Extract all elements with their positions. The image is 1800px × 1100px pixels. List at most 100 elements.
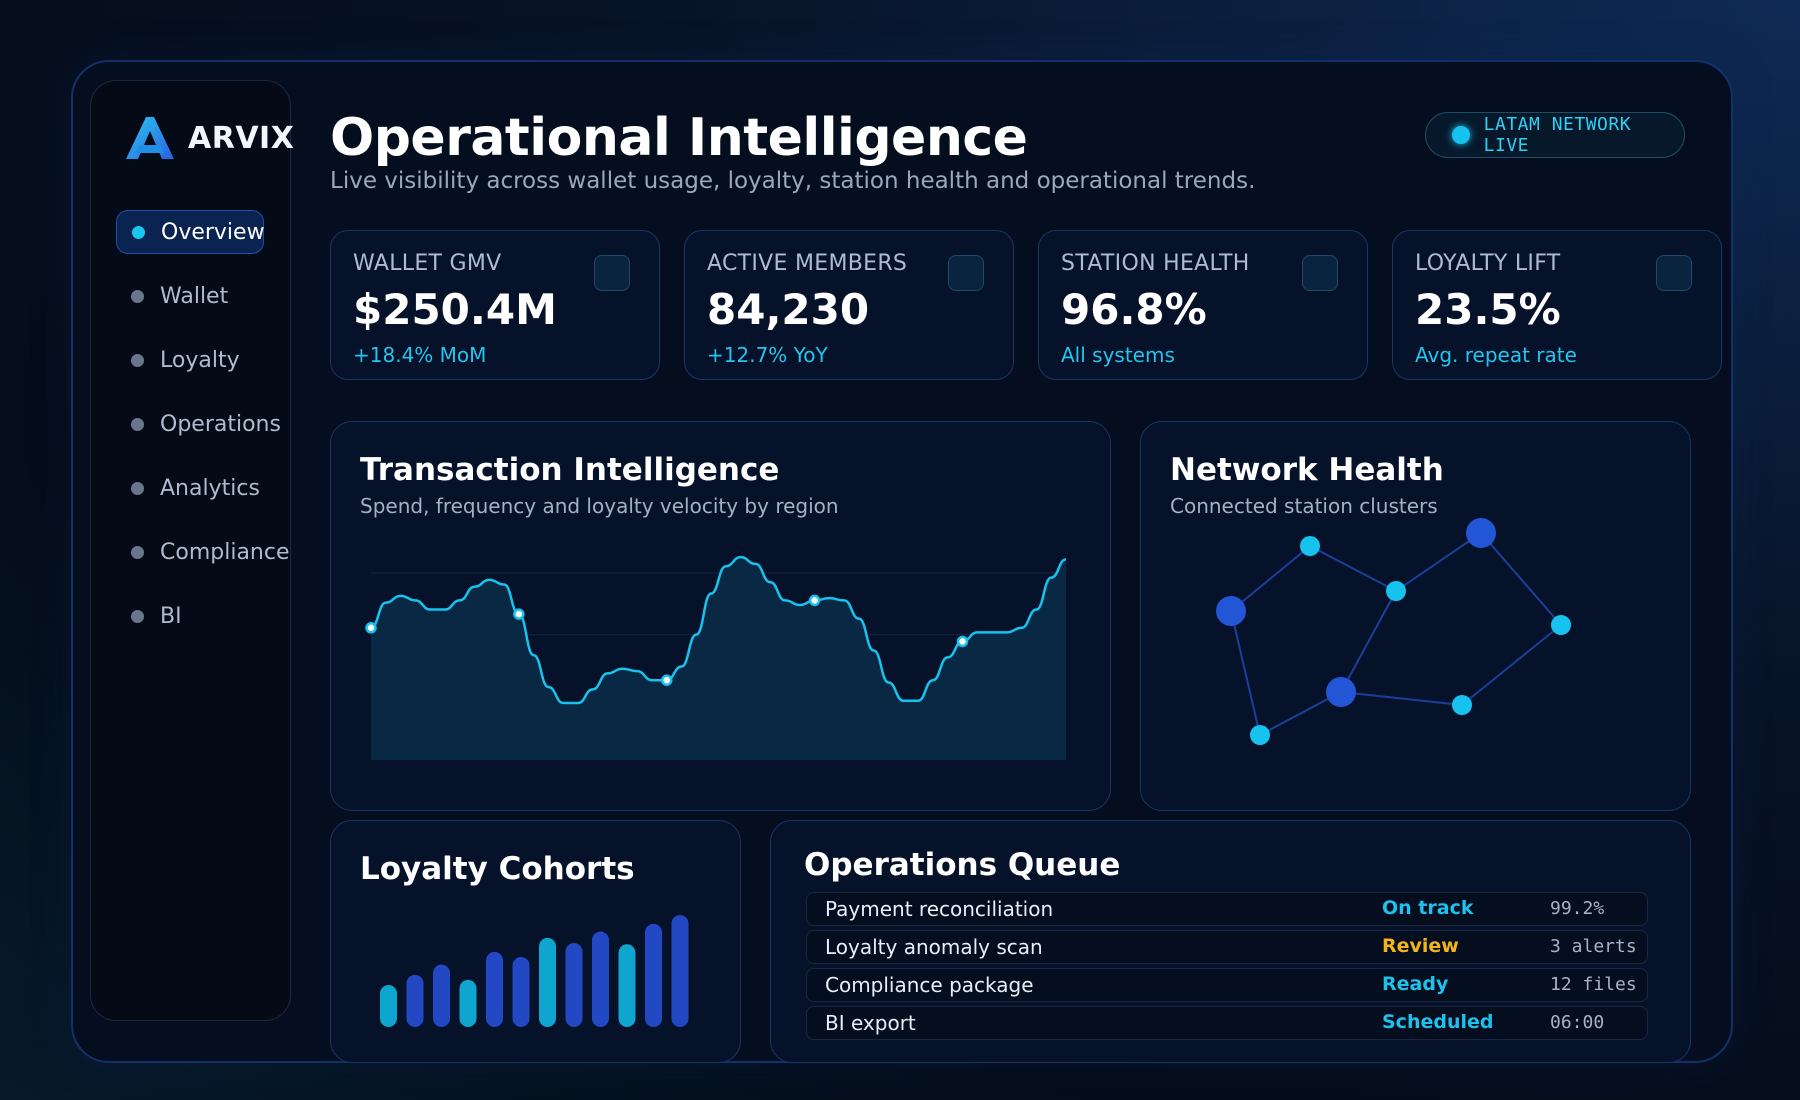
cohort-bar [618, 944, 636, 1027]
kpi-label: ACTIVE MEMBERS [707, 251, 908, 276]
operations-queue-card: Operations Queue Payment reconciliation … [770, 820, 1691, 1063]
sidebar-item-label: Wallet [160, 283, 229, 309]
network-edge [1395, 532, 1482, 592]
transaction-area-chart[interactable] [331, 422, 1112, 812]
network-node-n3 [1386, 581, 1406, 601]
network-edge [1259, 691, 1342, 736]
nav-dot-icon [131, 545, 144, 559]
cohort-bar [459, 979, 477, 1027]
chart-series-line [370, 555, 1067, 705]
queue-task-name: BI export [825, 1011, 916, 1035]
queue-row-loyalty-anomaly-scan[interactable]: Loyalty anomaly scan Review 3 alerts [806, 930, 1648, 964]
network-graph[interactable] [1141, 422, 1692, 812]
page-title: Operational Intelligence [330, 108, 1028, 168]
brand-logo[interactable]: ARVIX [124, 115, 294, 161]
queue-task-name: Payment reconciliation [825, 897, 1054, 921]
card-subtitle: Connected station clusters [1170, 494, 1438, 518]
queue-meta: 12 files [1550, 974, 1637, 995]
brand-name: ARVIX [188, 120, 295, 156]
chart-data-point [365, 622, 377, 634]
sidebar-item-wallet[interactable]: Wallet [116, 274, 264, 318]
kpi-card-wallet-gmv[interactable]: WALLET GMV $250.4M +18.4% MoM [330, 230, 660, 380]
kpi-card-station-health[interactable]: STATION HEALTH 96.8% All systems [1038, 230, 1368, 380]
kpi-delta: Avg. repeat rate [1415, 343, 1577, 367]
network-edge [1230, 610, 1261, 736]
loyalty-cohorts-card: Loyalty Cohorts [330, 820, 741, 1063]
sidebar-item-compliance[interactable]: Compliance [116, 530, 290, 574]
network-status-pill[interactable]: LATAM NETWORK LIVE [1425, 112, 1685, 158]
transaction-intelligence-card: Transaction Intelligence Spend, frequenc… [330, 421, 1111, 811]
kpi-icon [948, 255, 984, 291]
loyalty-cohorts-bar-chart[interactable] [331, 821, 742, 1064]
kpi-delta: +12.7% YoY [707, 343, 828, 367]
chart-data-point [956, 635, 969, 648]
card-title: Loyalty Cohorts [360, 851, 635, 887]
queue-status: Scheduled [1382, 1011, 1494, 1033]
sidebar-item-label: Overview [161, 219, 265, 245]
network-edge [1480, 532, 1562, 626]
sidebar-item-loyalty[interactable]: Loyalty [116, 338, 264, 382]
chart-data-point [808, 594, 821, 607]
cohort-bar [512, 957, 530, 1027]
kpi-card-active-members[interactable]: ACTIVE MEMBERS 84,230 +12.7% YoY [684, 230, 1014, 380]
queue-row-compliance-package[interactable]: Compliance package Ready 12 files [806, 968, 1648, 1002]
page-subtitle: Live visibility across wallet usage, loy… [330, 168, 1256, 194]
arvix-logo-icon [126, 117, 174, 159]
queue-meta: 3 alerts [1550, 936, 1637, 957]
network-edge [1309, 545, 1397, 592]
kpi-value: 23.5% [1415, 285, 1561, 334]
network-edge [1230, 545, 1311, 612]
queue-task-name: Loyalty anomaly scan [825, 935, 1043, 959]
network-status-label: LATAM NETWORK LIVE [1483, 114, 1632, 156]
card-title: Network Health [1170, 452, 1444, 488]
cohort-bar [645, 923, 662, 1027]
queue-task-name: Compliance package [825, 973, 1034, 997]
sidebar-item-label: Loyalty [160, 347, 240, 373]
kpi-icon [1302, 255, 1338, 291]
cohort-bar [565, 943, 583, 1027]
queue-meta: 99.2% [1550, 898, 1605, 919]
kpi-card-loyalty-lift[interactable]: LOYALTY LIFT 23.5% Avg. repeat rate [1392, 230, 1722, 380]
kpi-delta: +18.4% MoM [353, 343, 487, 367]
sidebar-item-analytics[interactable]: Analytics [116, 466, 264, 510]
nav-dot-icon [131, 609, 144, 623]
card-title: Operations Queue [804, 847, 1121, 883]
kpi-icon [1656, 255, 1692, 291]
queue-status: On track [1382, 897, 1474, 919]
cohort-bar [592, 931, 609, 1027]
nav-dot-icon [132, 225, 145, 239]
chart-area-fill [371, 557, 1066, 760]
cohort-bar [539, 937, 556, 1027]
card-title: Transaction Intelligence [360, 452, 780, 488]
sidebar-item-bi[interactable]: BI [116, 594, 264, 638]
network-node-n8 [1250, 725, 1270, 745]
kpi-value: $250.4M [353, 285, 557, 334]
cohort-bar [433, 964, 450, 1027]
kpi-label: WALLET GMV [353, 251, 502, 276]
network-node-n1 [1216, 596, 1246, 626]
cohort-bar [406, 974, 424, 1027]
cohort-bar [380, 985, 397, 1027]
sidebar-item-overview[interactable]: Overview [116, 210, 265, 254]
nav-dot-icon [131, 417, 144, 431]
sidebar-item-label: BI [160, 603, 182, 629]
network-node-n7 [1326, 677, 1356, 707]
sidebar-item-label: Operations [160, 411, 281, 437]
queue-row-bi-export[interactable]: BI export Scheduled 06:00 [806, 1006, 1648, 1040]
network-health-card: Network Health Connected station cluster… [1140, 421, 1691, 811]
kpi-value: 96.8% [1061, 285, 1207, 334]
kpi-value: 84,230 [707, 285, 870, 334]
network-node-n2 [1300, 536, 1320, 556]
network-edge [1340, 590, 1397, 693]
queue-meta: 06:00 [1550, 1012, 1605, 1033]
queue-row-payment-reconciliation[interactable]: Payment reconciliation On track 99.2% [806, 892, 1648, 926]
network-node-n6 [1452, 695, 1472, 715]
cohort-bar [486, 951, 503, 1027]
network-node-n4 [1466, 518, 1496, 548]
nav-dot-icon [131, 289, 144, 303]
network-edge [1340, 691, 1463, 706]
kpi-label: STATION HEALTH [1061, 251, 1250, 276]
network-node-n5 [1551, 615, 1571, 635]
queue-status: Review [1382, 935, 1459, 957]
sidebar-item-operations[interactable]: Operations [116, 402, 281, 446]
